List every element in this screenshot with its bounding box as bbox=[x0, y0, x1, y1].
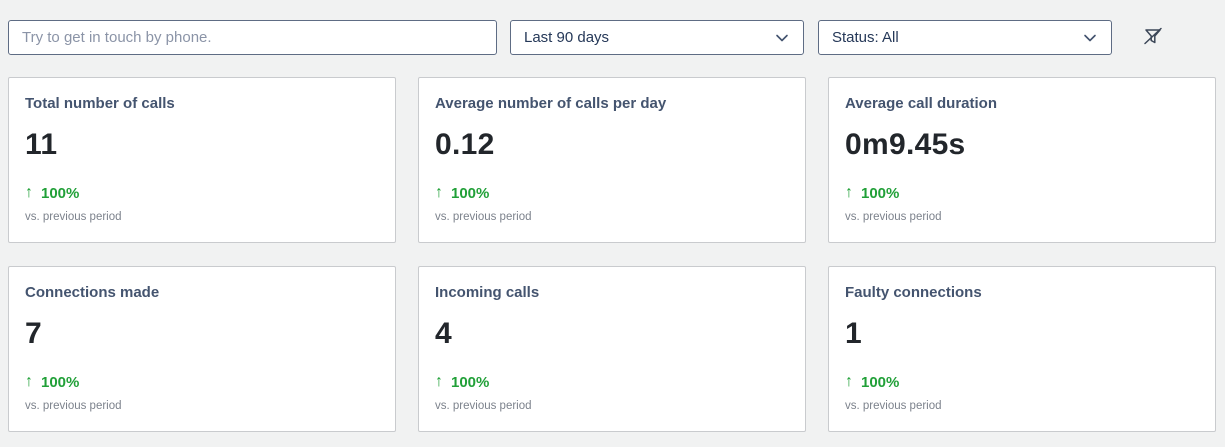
status-select[interactable]: Status: All bbox=[818, 20, 1112, 55]
change-percent: 100% bbox=[861, 184, 900, 202]
card-title: Connections made bbox=[25, 284, 160, 301]
card-title: Incoming calls bbox=[435, 284, 540, 301]
change-percent: 100% bbox=[861, 373, 900, 391]
card-comparison-caption: vs. previous period bbox=[845, 400, 942, 412]
stat-card-avg-calls-per-day: Average number of calls per day 0.12 ↑ 1… bbox=[418, 77, 806, 243]
card-change: ↑ 100% bbox=[25, 373, 379, 391]
change-percent: 100% bbox=[451, 373, 490, 391]
card-value: 1 bbox=[845, 317, 862, 350]
change-percent: 100% bbox=[451, 184, 490, 202]
arrow-up-icon: ↑ bbox=[845, 373, 853, 390]
card-change: ↑ 100% bbox=[25, 184, 379, 202]
stats-cards-grid: Total number of calls 11 ↑ 100% vs. prev… bbox=[8, 77, 1216, 432]
arrow-up-icon: ↑ bbox=[435, 373, 443, 390]
card-value: 4 bbox=[435, 317, 452, 350]
arrow-up-icon: ↑ bbox=[435, 184, 443, 201]
card-value: 11 bbox=[25, 128, 58, 161]
status-selected-value: Status: All bbox=[832, 29, 899, 46]
card-comparison-caption: vs. previous period bbox=[845, 211, 942, 223]
arrow-up-icon: ↑ bbox=[25, 184, 33, 201]
card-title: Average number of calls per day bbox=[435, 95, 667, 112]
stat-card-faulty-connections: Faulty connections 1 ↑ 100% vs. previous… bbox=[828, 266, 1216, 432]
clear-filters-button[interactable] bbox=[1134, 20, 1172, 55]
card-title: Total number of calls bbox=[25, 95, 175, 112]
card-value: 7 bbox=[25, 317, 42, 350]
card-change: ↑ 100% bbox=[845, 184, 1199, 202]
card-value: 0.12 bbox=[435, 128, 495, 161]
card-comparison-caption: vs. previous period bbox=[435, 211, 532, 223]
change-percent: 100% bbox=[41, 373, 80, 391]
card-change: ↑ 100% bbox=[435, 184, 789, 202]
arrow-up-icon: ↑ bbox=[25, 373, 33, 390]
card-value: 0m9.45s bbox=[845, 128, 966, 161]
card-title: Faulty connections bbox=[845, 284, 982, 301]
arrow-up-icon: ↑ bbox=[845, 184, 853, 201]
date-range-selected-value: Last 90 days bbox=[524, 29, 610, 46]
chevron-down-icon bbox=[774, 30, 790, 46]
card-change: ↑ 100% bbox=[435, 373, 789, 391]
change-percent: 100% bbox=[41, 184, 80, 202]
stat-card-total-calls: Total number of calls 11 ↑ 100% vs. prev… bbox=[8, 77, 396, 243]
search-input[interactable] bbox=[8, 20, 497, 55]
card-comparison-caption: vs. previous period bbox=[25, 400, 122, 412]
filter-off-icon bbox=[1141, 24, 1165, 51]
card-change: ↑ 100% bbox=[845, 373, 1199, 391]
stat-card-incoming-calls: Incoming calls 4 ↑ 100% vs. previous per… bbox=[418, 266, 806, 432]
stat-card-avg-call-duration: Average call duration 0m9.45s ↑ 100% vs.… bbox=[828, 77, 1216, 243]
stat-card-connections-made: Connections made 7 ↑ 100% vs. previous p… bbox=[8, 266, 396, 432]
card-title: Average call duration bbox=[845, 95, 997, 112]
card-comparison-caption: vs. previous period bbox=[435, 400, 532, 412]
filter-bar: Last 90 days Status: All bbox=[0, 0, 1225, 55]
chevron-down-icon bbox=[1082, 30, 1098, 46]
date-range-select[interactable]: Last 90 days bbox=[510, 20, 804, 55]
card-comparison-caption: vs. previous period bbox=[25, 211, 122, 223]
